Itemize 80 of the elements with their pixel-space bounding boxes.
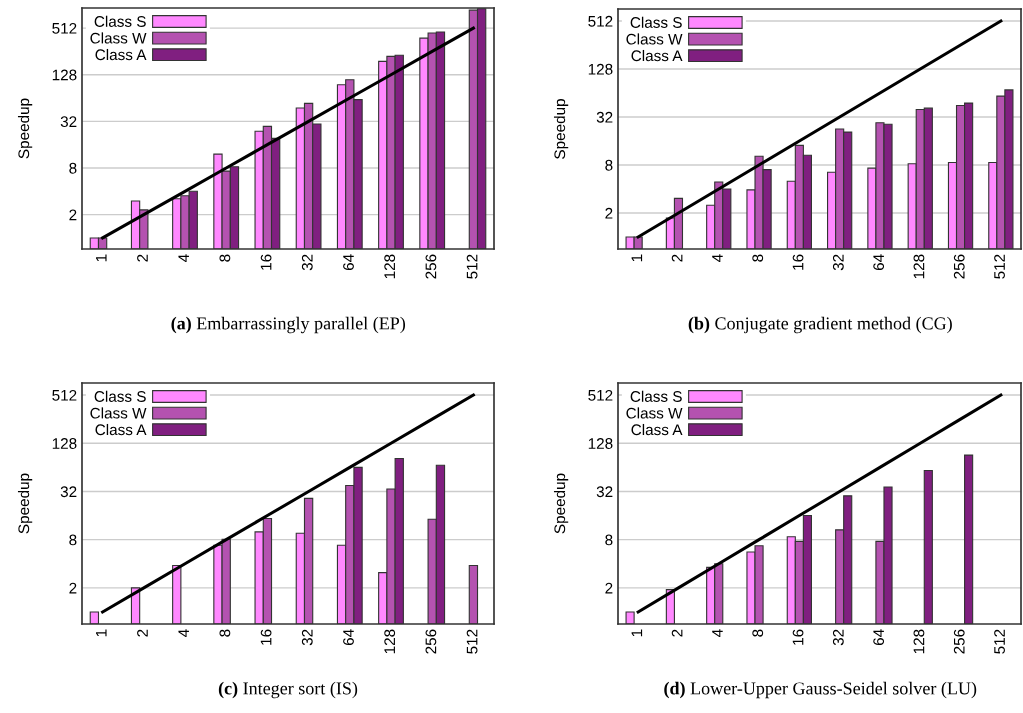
x-tick-label: 8 bbox=[752, 629, 764, 637]
x-tick-label: 512 bbox=[994, 254, 1005, 279]
x-tick-label: 4 bbox=[178, 629, 189, 638]
text: (a) Embarrassingly parallel (EP) bbox=[171, 316, 406, 334]
text: (b) Conjugate gradient method (CG) bbox=[688, 316, 952, 334]
text: (d) Lower-Upper Gauss-Seidel solver (LU) bbox=[664, 681, 977, 699]
x-tick-label: 256 bbox=[425, 629, 437, 654]
x-tick-label: 128 bbox=[913, 629, 925, 654]
x-tick-label: 64 bbox=[343, 254, 354, 271]
y-tick-label: 32 bbox=[596, 111, 613, 123]
y-tick-label: 2 bbox=[605, 582, 613, 594]
x-tick-label: 512 bbox=[466, 254, 478, 279]
y-tick-label: 512 bbox=[588, 15, 613, 27]
x-tick-label: 2 bbox=[137, 629, 148, 637]
y-tick-label: 128 bbox=[52, 438, 77, 449]
x-tick-label: 32 bbox=[832, 254, 844, 271]
x-tick-label: 2 bbox=[137, 254, 148, 262]
x-tick-label: 16 bbox=[792, 629, 804, 645]
x-tick-label: 2 bbox=[671, 629, 683, 637]
y-tick-label: 32 bbox=[60, 486, 77, 498]
legend-label: Class S bbox=[94, 15, 146, 27]
y-axis-title: Speedup bbox=[553, 473, 569, 534]
legend-label: Class S bbox=[94, 390, 146, 402]
x-tick-label: 1 bbox=[96, 254, 107, 262]
legend-label: Class A bbox=[631, 423, 683, 436]
x-tick-label: 512 bbox=[466, 629, 478, 654]
legend-label: Class S bbox=[630, 16, 682, 28]
legend-label: Class W bbox=[90, 407, 147, 419]
legend-label: Class A bbox=[95, 48, 147, 61]
x-tick-label: 4 bbox=[712, 629, 723, 638]
y-axis-title: Speedup bbox=[17, 473, 33, 534]
y-tick-label: 512 bbox=[588, 389, 613, 401]
x-tick-label: 128 bbox=[913, 254, 925, 279]
x-tick-label: 1 bbox=[631, 254, 643, 262]
x-tick-label: 512 bbox=[994, 629, 1005, 654]
x-tick-label: 64 bbox=[873, 254, 885, 271]
y-tick-label: 2 bbox=[69, 209, 77, 221]
x-tick-label: 16 bbox=[792, 254, 804, 270]
x-tick-label: 8 bbox=[219, 254, 231, 262]
x-tick-label: 16 bbox=[260, 254, 272, 270]
x-tick-label: 2 bbox=[671, 254, 683, 262]
text: (c) Integer sort (IS) bbox=[218, 681, 358, 699]
x-tick-label: 256 bbox=[953, 254, 965, 279]
y-tick-label: 8 bbox=[69, 534, 77, 546]
x-tick-label: 128 bbox=[384, 629, 396, 654]
y-tick-label: 32 bbox=[596, 486, 613, 498]
x-tick-label: 256 bbox=[425, 254, 437, 279]
x-tick-label: 128 bbox=[384, 254, 396, 279]
x-tick-label: 8 bbox=[752, 254, 764, 262]
x-tick-label: 1 bbox=[96, 629, 107, 637]
y-axis-title: Speedup bbox=[553, 99, 569, 159]
y-tick-label: 8 bbox=[69, 162, 77, 174]
x-tick-label: 32 bbox=[301, 254, 313, 271]
y-tick-label: 512 bbox=[52, 389, 77, 401]
y-tick-label: 2 bbox=[69, 582, 77, 594]
legend-label: Class W bbox=[626, 407, 683, 419]
legend-label: Class S bbox=[630, 390, 682, 402]
x-tick-label: 16 bbox=[260, 629, 272, 645]
x-tick-label: 4 bbox=[712, 254, 723, 263]
y-tick-label: 512 bbox=[52, 22, 77, 34]
legend-label: Class W bbox=[90, 32, 147, 44]
x-tick-label: 8 bbox=[219, 629, 231, 637]
x-tick-label: 32 bbox=[301, 629, 313, 646]
y-tick-label: 8 bbox=[605, 159, 613, 171]
y-tick-label: 32 bbox=[60, 116, 77, 128]
y-tick-label: 2 bbox=[605, 207, 613, 219]
y-tick-label: 8 bbox=[605, 534, 613, 546]
legend-label: Class W bbox=[626, 33, 683, 45]
x-tick-label: 32 bbox=[832, 629, 844, 646]
y-tick-label: 128 bbox=[588, 63, 613, 75]
x-tick-label: 4 bbox=[178, 254, 189, 263]
y-tick-label: 128 bbox=[52, 69, 77, 81]
x-tick-label: 256 bbox=[953, 629, 965, 654]
x-tick-label: 64 bbox=[343, 629, 354, 646]
x-tick-label: 1 bbox=[631, 629, 643, 637]
x-tick-label: 64 bbox=[873, 629, 885, 646]
legend-label: Class A bbox=[631, 49, 683, 62]
y-axis-title: Speedup bbox=[17, 98, 33, 159]
legend-label: Class A bbox=[95, 423, 147, 436]
y-tick-label: 128 bbox=[588, 438, 613, 449]
